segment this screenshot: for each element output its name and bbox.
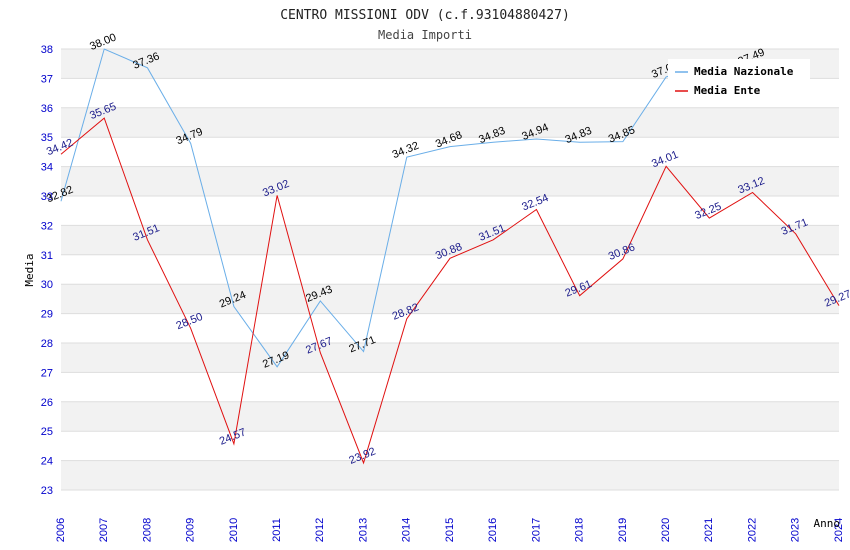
y-tick-label: 23 — [41, 485, 53, 497]
y-tick-label: 30 — [41, 279, 53, 291]
series-line-media-ente — [60, 117, 840, 465]
y-tick-label: 27 — [41, 367, 53, 379]
x-axis-ticks: 2006 2007 2008 2009 2010 2011 2012 2013 2014 2015… — [55, 518, 845, 542]
x-tick-label: 2007 — [98, 518, 110, 542]
data-label-media-nazionale: 32.82 — [45, 184, 75, 205]
legend-box — [668, 59, 810, 101]
y-tick-label: 32 — [41, 220, 53, 232]
x-tick-label: 2011 — [271, 518, 283, 542]
y-axis-label: Media — [23, 253, 36, 286]
plot-bands — [61, 49, 839, 490]
data-label-media-nazionale: 34.32 — [391, 140, 421, 161]
x-tick-label: 2014 — [401, 518, 413, 542]
x-tick-label: 2010 — [228, 518, 240, 542]
series-line-media-nazionale — [60, 48, 753, 368]
chart-subtitle: Media Importi — [378, 28, 472, 42]
y-tick-label: 33 — [41, 191, 53, 203]
gridlines — [61, 48, 839, 491]
x-tick-label: 2021 — [703, 518, 715, 542]
y-tick-label: 37 — [41, 73, 53, 85]
band — [61, 166, 839, 196]
x-tick-label: 2023 — [790, 518, 802, 542]
x-tick-label: 2008 — [141, 518, 153, 542]
x-tick-label: 2022 — [746, 518, 758, 542]
x-tick-label: 2019 — [617, 518, 629, 542]
band — [61, 107, 839, 138]
y-tick-label: 29 — [41, 309, 53, 321]
band — [61, 225, 839, 255]
x-tick-label: 2015 — [444, 518, 456, 542]
y-tick-label: 31 — [41, 250, 53, 262]
y-axis-ticks: 23 24 25 26 27 28 29 30 31 32 33 34 35 36 37 38 — [41, 44, 53, 497]
x-tick-label: 2018 — [574, 518, 586, 542]
series-lines — [60, 48, 840, 465]
x-tick-label: 2006 — [55, 518, 67, 542]
x-tick-label: 2024 — [833, 518, 845, 542]
y-tick-label: 25 — [41, 426, 53, 438]
legend-label-media-nazionale: Media Nazionale — [694, 65, 794, 78]
band — [61, 401, 839, 432]
x-tick-label: 2020 — [660, 518, 672, 542]
y-tick-label: 34 — [41, 162, 53, 174]
x-tick-label: 2013 — [357, 518, 369, 542]
chart-title: CENTRO MISSIONI ODV (c.f.93104880427) — [280, 8, 570, 23]
band — [61, 343, 839, 373]
band — [61, 460, 839, 490]
y-tick-label: 35 — [41, 132, 53, 144]
y-tick-label: 24 — [41, 456, 53, 468]
band — [61, 284, 839, 314]
y-tick-label: 38 — [41, 44, 53, 56]
y-tick-label: 28 — [41, 338, 53, 350]
legend: Media Nazionale Media Ente — [668, 59, 810, 101]
y-tick-label: 36 — [41, 103, 53, 115]
x-tick-label: 2012 — [314, 518, 326, 542]
legend-label-media-ente: Media Ente — [694, 84, 761, 97]
x-tick-label: 2017 — [530, 518, 542, 542]
x-tick-label: 2016 — [487, 518, 499, 542]
x-axis-label: Anno — [814, 517, 841, 530]
x-tick-label: 2009 — [185, 518, 197, 542]
y-tick-label: 26 — [41, 397, 53, 409]
